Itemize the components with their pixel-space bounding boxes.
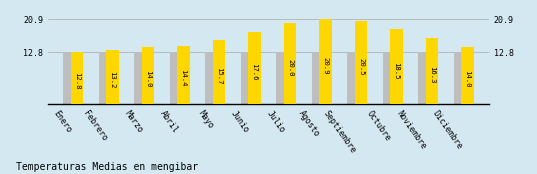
Bar: [390, 29, 403, 104]
Text: 17.6: 17.6: [251, 63, 257, 81]
Bar: [418, 52, 431, 104]
Bar: [142, 47, 154, 104]
Text: 16.3: 16.3: [429, 66, 435, 83]
Bar: [454, 52, 466, 104]
Text: Temperaturas Medias en mengibar: Temperaturas Medias en mengibar: [16, 162, 198, 172]
Bar: [177, 46, 190, 104]
Bar: [277, 52, 289, 104]
Bar: [383, 52, 395, 104]
Text: 20.9: 20.9: [323, 57, 329, 75]
Bar: [461, 47, 474, 104]
Bar: [312, 52, 324, 104]
Bar: [426, 38, 438, 104]
Text: 15.7: 15.7: [216, 67, 222, 84]
Bar: [99, 52, 111, 104]
Bar: [355, 21, 367, 104]
Text: 13.2: 13.2: [110, 71, 115, 89]
Bar: [106, 50, 119, 104]
Text: 20.0: 20.0: [287, 59, 293, 76]
Text: 14.0: 14.0: [465, 70, 470, 87]
Bar: [248, 33, 260, 104]
Text: 14.0: 14.0: [145, 70, 151, 87]
Bar: [170, 52, 182, 104]
Bar: [71, 52, 83, 104]
Bar: [63, 52, 76, 104]
Bar: [284, 23, 296, 104]
Bar: [213, 40, 225, 104]
Text: 18.5: 18.5: [394, 62, 400, 79]
Bar: [134, 52, 147, 104]
Bar: [347, 52, 360, 104]
Bar: [241, 52, 253, 104]
Text: 14.4: 14.4: [180, 69, 186, 87]
Bar: [205, 52, 217, 104]
Text: 20.5: 20.5: [358, 58, 364, 76]
Bar: [320, 19, 332, 104]
Text: 12.8: 12.8: [74, 72, 80, 90]
